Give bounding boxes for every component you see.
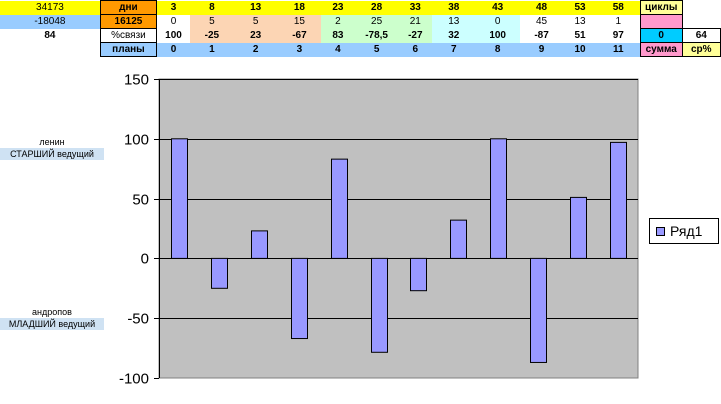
y-tick-label: 0 xyxy=(141,251,149,268)
bar xyxy=(570,196,587,259)
bar xyxy=(490,138,507,259)
senior-role: СТАРШИЙ ведущий xyxy=(0,148,104,160)
sheet-cell: 0 xyxy=(475,14,520,29)
bar xyxy=(610,141,627,259)
legend-swatch xyxy=(656,227,665,236)
sheet-cell: 15 xyxy=(277,14,322,29)
sheet-cell: 7 xyxy=(431,42,476,57)
sheet-cell: 97 xyxy=(596,28,641,43)
sheet-row: -18048 16125 0 5 5 15 2 25 21 13 0 45 13 1 xyxy=(0,14,721,29)
bar xyxy=(371,257,388,353)
junior-label: андропов МЛАДШИЙ ведущий xyxy=(0,306,104,330)
sheet-row: 84 %связи 100 -25 23 -67 83 -78,5 -27 32 100 -87 51 9… xyxy=(0,28,721,43)
sheet-cell: 10 xyxy=(563,42,597,57)
y-tick-label: 50 xyxy=(132,192,149,209)
junior-role: МЛАДШИЙ ведущий xyxy=(0,318,104,330)
y-tick-label: -50 xyxy=(127,311,149,328)
sheet-cell: -27 xyxy=(398,28,432,43)
sheet-cell: 4 xyxy=(321,42,355,57)
sheet-cell xyxy=(682,14,721,29)
sheet-cell: 28 xyxy=(354,0,399,15)
sheet-cell: 23 xyxy=(321,0,355,15)
sheet-cell: 6 xyxy=(398,42,432,57)
sheet-cell: 2 xyxy=(233,42,278,57)
sheet-cell: 5 xyxy=(354,42,399,57)
sheet-cell: 53 xyxy=(563,0,597,15)
sheet-cell: ср% xyxy=(681,42,721,57)
sheet-cell: 0 xyxy=(156,42,190,57)
sheet-cell: 8 xyxy=(189,0,234,15)
sheet-cell: 18 xyxy=(277,0,322,15)
sheet-cell: 25 xyxy=(354,14,399,29)
sheet-cell: 48 xyxy=(519,0,564,15)
sheet-cell: планы xyxy=(99,42,158,57)
senior-label: ленин СТАРШИЙ ведущий xyxy=(0,136,104,160)
sheet-cell: 38 xyxy=(431,0,476,15)
sheet-row: 34173 дни 3 8 13 18 23 28 33 38 43 48 53 58 циклы xyxy=(0,0,721,15)
chart-legend: Ряд1 xyxy=(649,218,719,244)
sheet-cell: -87 xyxy=(519,28,564,43)
senior-name: ленин xyxy=(39,137,65,147)
sheet-cell: 100 xyxy=(475,28,520,43)
y-tick-label: 150 xyxy=(124,72,149,89)
bar xyxy=(530,257,547,363)
plot-area xyxy=(158,78,639,379)
sheet-cell: 13 xyxy=(233,0,278,15)
bar xyxy=(251,230,268,259)
sheet-cell: -18048 xyxy=(0,14,101,29)
sheet-cell: 8 xyxy=(475,42,520,57)
bar xyxy=(211,257,228,289)
bar xyxy=(410,257,427,292)
sheet-cell: 83 xyxy=(321,28,355,43)
sheet-cell xyxy=(0,42,101,57)
sheet-cell: 21 xyxy=(398,14,432,29)
junior-name: андропов xyxy=(32,307,72,317)
sheet-cell: 1 xyxy=(189,42,234,57)
sheet-cell: 5 xyxy=(233,14,278,29)
sheet-cell: %связи xyxy=(99,28,158,43)
sheet-row: планы 0 1 2 3 4 5 6 7 8 9 10 11 сумма ср% xyxy=(0,42,721,57)
sheet-cell: 9 xyxy=(519,42,564,57)
sheet-cell: 84 xyxy=(0,28,101,43)
sheet-cell: 2 xyxy=(321,14,355,29)
sheet-cell: 1 xyxy=(596,14,641,29)
sheet-cell: -25 xyxy=(189,28,234,43)
spreadsheet-table: 34173 дни 3 8 13 18 23 28 33 38 43 48 53 58 циклы -1804… xyxy=(0,0,721,57)
bar xyxy=(450,219,467,259)
sheet-cell: 5 xyxy=(189,14,234,29)
sheet-cell: 13 xyxy=(431,14,476,29)
sheet-cell xyxy=(682,0,721,15)
bar xyxy=(331,158,348,259)
legend-label: Ряд1 xyxy=(670,223,703,239)
sheet-cell: 3 xyxy=(156,0,190,15)
y-tick-label: -100 xyxy=(119,371,149,388)
sheet-cell: 34173 xyxy=(0,0,101,15)
sheet-cell: 45 xyxy=(519,14,564,29)
sheet-cell: 23 xyxy=(233,28,278,43)
sheet-cell: -78,5 xyxy=(354,28,399,43)
sheet-cell: 58 xyxy=(596,0,641,15)
sheet-cell: 51 xyxy=(563,28,597,43)
sheet-cell: -67 xyxy=(277,28,322,43)
bar xyxy=(291,257,308,340)
sheet-cell: 11 xyxy=(596,42,641,57)
sheet-cell: 3 xyxy=(277,42,322,57)
bar xyxy=(171,138,188,259)
sheet-cell: 0 xyxy=(156,14,190,29)
sheet-cell: 100 xyxy=(156,28,190,43)
sheet-cell: 43 xyxy=(475,0,520,15)
sheet-cell: 16125 xyxy=(99,14,158,29)
sheet-cell: 32 xyxy=(431,28,476,43)
sheet-cell: 13 xyxy=(563,14,597,29)
y-tick-label: 100 xyxy=(124,132,149,149)
sheet-cell: 33 xyxy=(398,0,432,15)
sheet-cell: сумма xyxy=(639,42,683,57)
